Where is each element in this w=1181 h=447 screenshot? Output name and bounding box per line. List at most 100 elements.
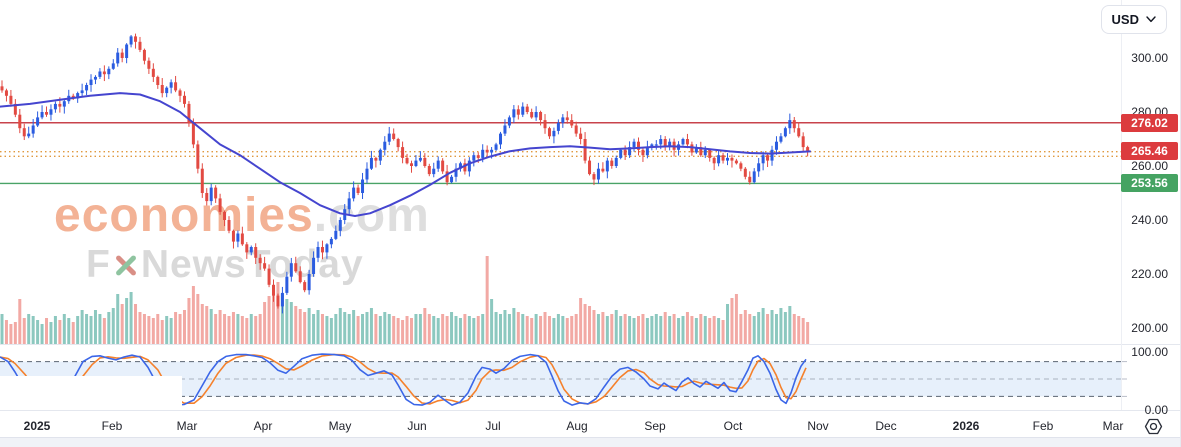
volume-bar bbox=[565, 318, 569, 344]
volume-bar bbox=[27, 314, 31, 344]
candle-body bbox=[334, 230, 338, 239]
candle-body bbox=[721, 155, 725, 161]
volume-bar bbox=[347, 314, 351, 344]
candle-body bbox=[236, 233, 240, 242]
volume-bar bbox=[62, 314, 66, 344]
candle-body bbox=[18, 114, 22, 129]
time-axis-label: Jul bbox=[485, 419, 501, 433]
volume-bar bbox=[231, 312, 235, 344]
volume-bar bbox=[801, 318, 805, 344]
volume-bar bbox=[779, 308, 783, 344]
candle-body bbox=[294, 263, 298, 272]
volume-bar bbox=[13, 322, 17, 344]
volume-bar bbox=[316, 310, 320, 344]
volume-bar bbox=[726, 304, 730, 344]
volume-bar bbox=[169, 318, 173, 344]
volume-bar bbox=[748, 314, 752, 344]
volume-bar bbox=[588, 306, 592, 344]
time-axis-label: Oct bbox=[723, 419, 743, 433]
volume-bar bbox=[418, 314, 422, 344]
volume-bar bbox=[53, 316, 57, 344]
volume-bar bbox=[463, 314, 467, 344]
candle-body bbox=[369, 157, 373, 169]
volume-bar bbox=[356, 316, 360, 344]
volume-bar bbox=[414, 314, 418, 344]
candle-body bbox=[543, 120, 547, 129]
currency-selector-button[interactable]: USD bbox=[1100, 5, 1167, 34]
volume-bar bbox=[761, 308, 765, 344]
volume-bar bbox=[245, 318, 249, 344]
candle-body bbox=[628, 147, 632, 156]
candle-body bbox=[138, 41, 142, 50]
volume-bar bbox=[690, 316, 694, 344]
volume-bar bbox=[67, 318, 71, 344]
candle-body bbox=[0, 86, 4, 91]
volume-bar bbox=[205, 306, 209, 344]
volume-bar bbox=[668, 316, 672, 344]
volume-bar bbox=[151, 318, 155, 344]
candle-body bbox=[276, 295, 280, 307]
volume-bar bbox=[320, 314, 324, 344]
volume-bar bbox=[654, 314, 658, 344]
candle-body bbox=[726, 157, 730, 161]
volume-bar bbox=[361, 314, 365, 344]
candle-body bbox=[717, 155, 721, 164]
volume-bar bbox=[783, 312, 787, 344]
volume-bar bbox=[263, 302, 267, 344]
volume-bar bbox=[80, 310, 84, 344]
candle-body bbox=[614, 157, 618, 166]
candle-body bbox=[249, 247, 253, 253]
candle-body bbox=[80, 90, 84, 94]
horizontal-scrollbar-track[interactable] bbox=[0, 437, 1181, 447]
stochastic-axis-tick bbox=[1122, 361, 1127, 363]
candle-body bbox=[516, 109, 520, 115]
volume-bar bbox=[694, 318, 698, 344]
candle-body bbox=[329, 238, 333, 245]
volume-bar bbox=[93, 310, 97, 344]
candle-body bbox=[98, 71, 102, 77]
candle-body bbox=[316, 247, 320, 258]
volume-bar bbox=[98, 314, 102, 344]
candle-body bbox=[280, 292, 284, 307]
candle-body bbox=[552, 130, 556, 137]
volume-bar bbox=[766, 314, 770, 344]
volume-bar bbox=[294, 306, 298, 344]
candle-body bbox=[267, 268, 271, 285]
candle-body bbox=[783, 128, 787, 137]
volume-bar bbox=[734, 294, 738, 344]
volume-bar bbox=[623, 314, 627, 344]
time-axis-label: Mar bbox=[176, 419, 198, 433]
price-badge: 265.46 bbox=[1121, 142, 1178, 161]
currency-label: USD bbox=[1111, 12, 1139, 27]
candle-body bbox=[570, 120, 574, 126]
settings-gear-icon[interactable] bbox=[1144, 417, 1163, 436]
volume-bar bbox=[285, 299, 289, 344]
candle-body bbox=[169, 82, 173, 88]
volume-bar bbox=[628, 316, 632, 344]
candle-body bbox=[654, 144, 658, 146]
candle-body bbox=[650, 144, 654, 148]
volume-bar bbox=[187, 298, 191, 344]
time-axis-label: Feb bbox=[1032, 419, 1054, 433]
candle-body bbox=[89, 79, 93, 85]
candle-body bbox=[623, 149, 627, 156]
candle-body bbox=[770, 149, 774, 161]
candle-body bbox=[205, 193, 209, 202]
volume-bar bbox=[543, 312, 547, 344]
candle-body bbox=[27, 133, 31, 137]
volume-bar bbox=[374, 314, 378, 344]
volume-bar bbox=[214, 314, 218, 344]
volume-bar bbox=[792, 314, 796, 344]
candle-body bbox=[4, 90, 8, 96]
candle-body bbox=[703, 149, 707, 156]
volume-bar bbox=[352, 310, 356, 344]
candle-body bbox=[214, 187, 218, 199]
candle-body bbox=[806, 147, 810, 152]
volume-bar bbox=[160, 320, 164, 344]
candle-body bbox=[134, 36, 138, 42]
candle-body bbox=[539, 112, 543, 121]
price-axis-label: 220.00 bbox=[1131, 267, 1168, 281]
volume-bar bbox=[156, 314, 160, 344]
